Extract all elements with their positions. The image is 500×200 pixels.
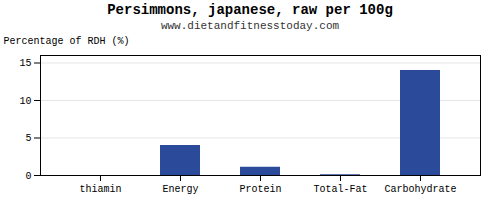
svg-text:Percentage of RDH (%): Percentage of RDH (%) [4,36,130,47]
svg-text:Energy: Energy [162,184,198,195]
html-text:www.dietandfitnesstoday.com: www.dietandfitnesstoday.com [160,20,340,32]
svg-text:Protein: Protein [239,184,281,195]
svg-text:15: 15 [19,58,31,69]
svg-text:thiamin: thiamin [79,184,121,195]
svg-text:Carbohydrate: Carbohydrate [384,184,456,195]
svg-text:Total-Fat: Total-Fat [313,184,367,195]
svg-text:10: 10 [19,96,31,107]
svg-text:0: 0 [25,171,31,182]
html-text:Persimmons, japanese, raw per: Persimmons, japanese, raw per 100g [107,2,393,18]
svg-text:5: 5 [25,133,31,144]
